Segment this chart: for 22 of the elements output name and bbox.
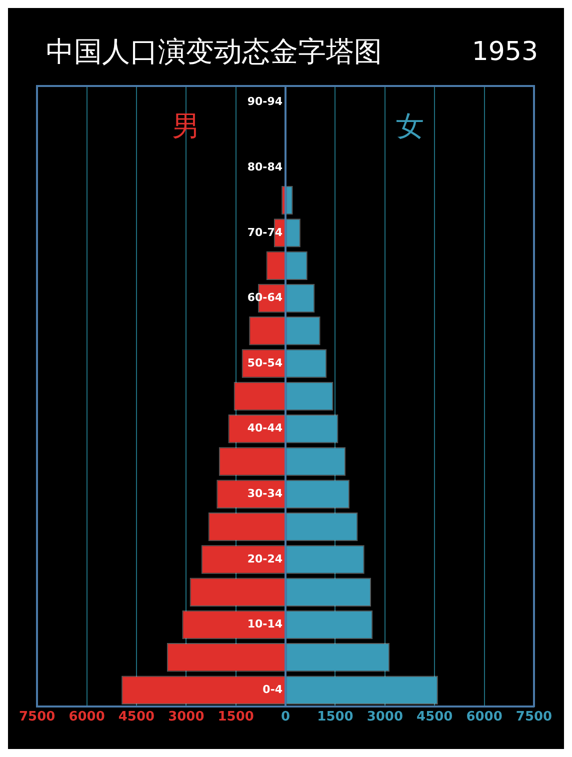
- y-tick-label: 40-44: [247, 422, 283, 435]
- x-tick-label: 4500: [416, 710, 453, 725]
- text: 女: [396, 109, 424, 142]
- x-tick-label: 1500: [317, 710, 354, 725]
- x-tick-label: 6000: [466, 710, 502, 725]
- y-tick-label: 80-84: [247, 160, 283, 174]
- x-tick-label: 1500: [218, 710, 254, 725]
- chart-subtitle: 1953: [472, 37, 538, 67]
- x-tick-label: 7500: [18, 710, 56, 725]
- x-tick-label: 4500: [118, 710, 155, 725]
- chart-title: 中国人口演变动态金字塔图: [46, 34, 382, 70]
- y-tick-label: 90-94: [247, 95, 283, 108]
- y-tick-label: 0-4: [262, 682, 283, 696]
- x-tick-label: 0: [281, 710, 290, 725]
- y-tick-label: 30-34: [247, 487, 283, 500]
- y-tick-label: 20-24: [247, 552, 283, 566]
- x-tick-label: 6000: [68, 710, 105, 725]
- y-tick-label: 50-54: [247, 356, 283, 370]
- x-tick-label: 3000: [366, 710, 404, 725]
- x-tick-label: 7500: [516, 710, 552, 725]
- x-tick-label: 3000: [168, 710, 204, 725]
- y-tick-label: 10-14: [247, 618, 283, 631]
